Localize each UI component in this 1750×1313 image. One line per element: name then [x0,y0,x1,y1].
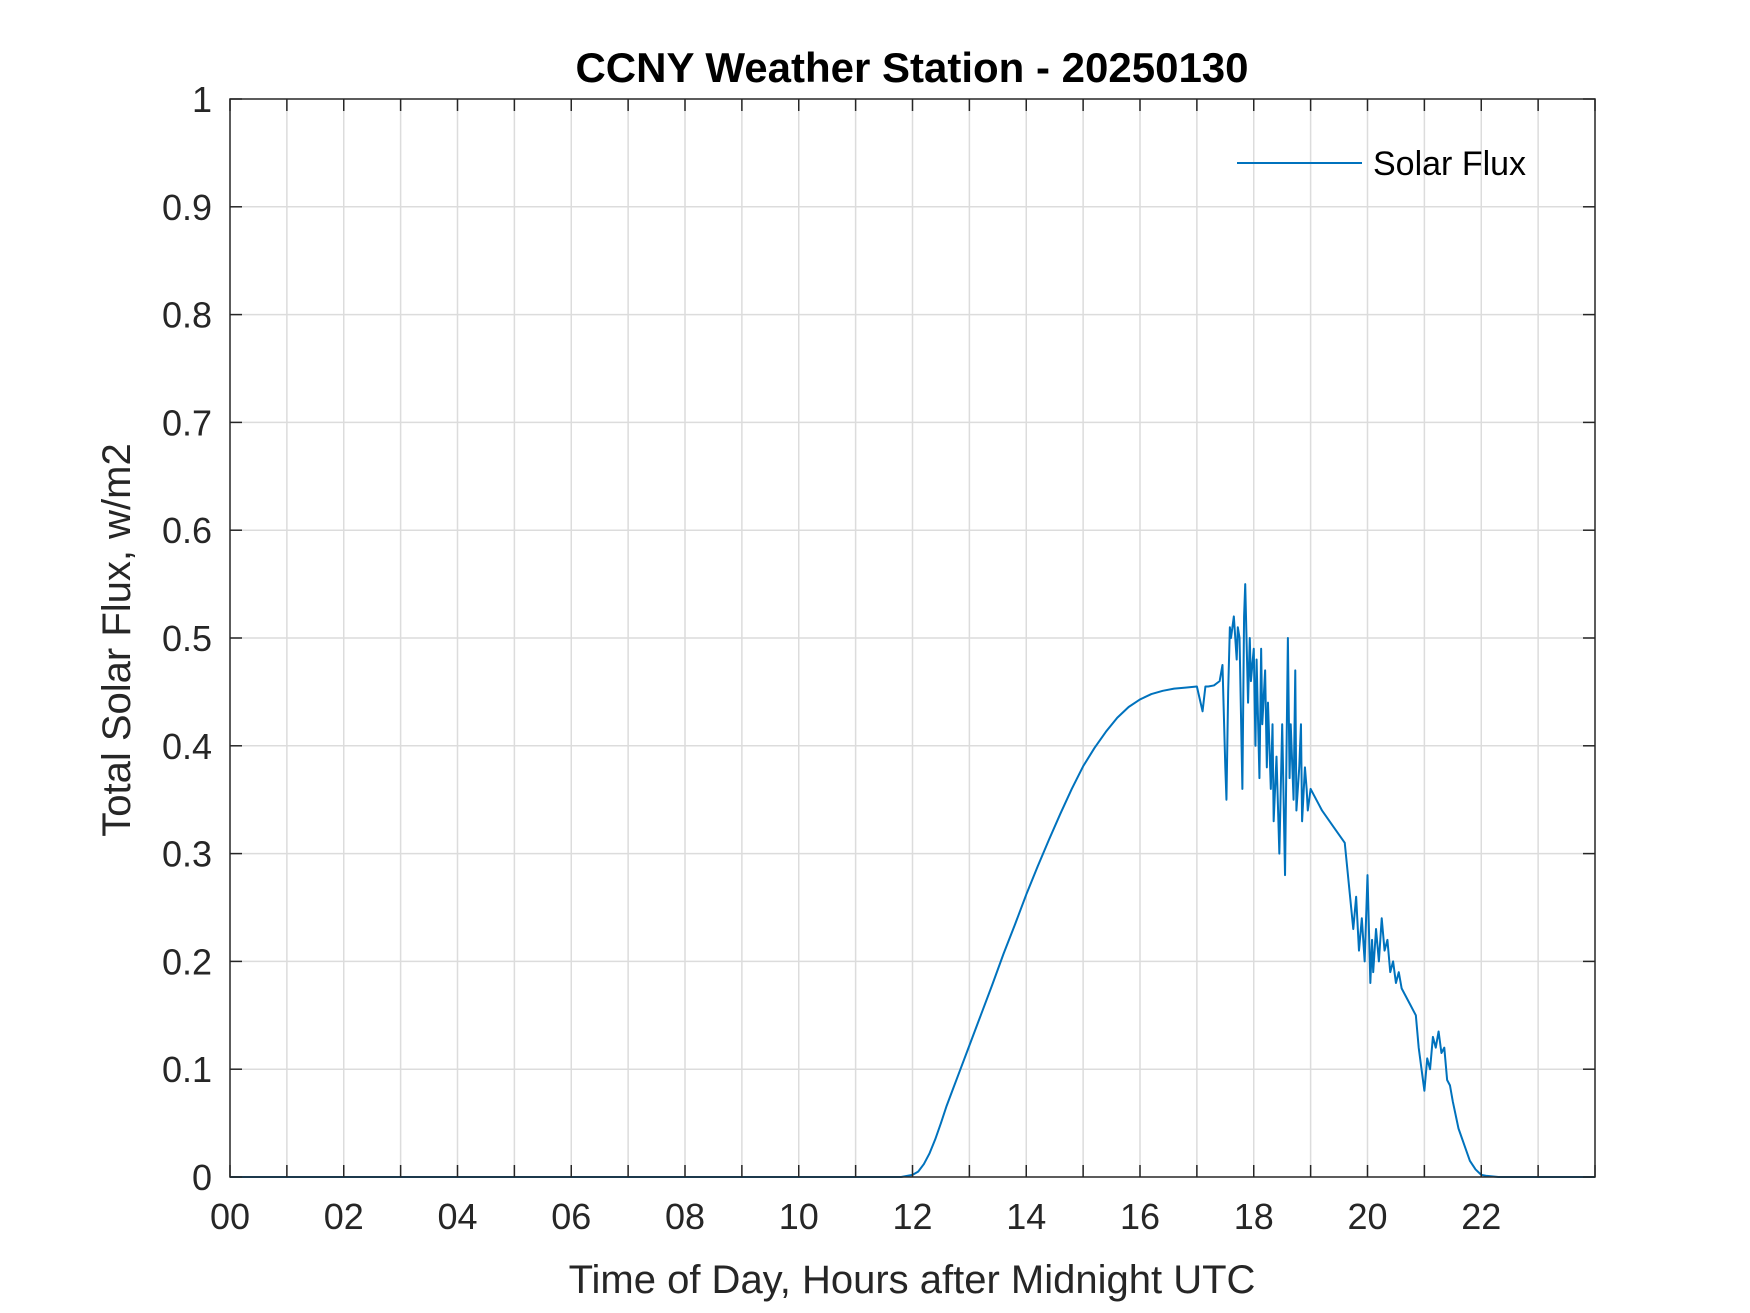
y-tick-label: 0.3 [162,834,212,875]
y-tick-label: 0.6 [162,510,212,551]
series-line-solar-flux [230,583,1595,1178]
x-tick-label: 10 [779,1196,819,1237]
x-tick-label: 04 [437,1196,477,1237]
x-tick-label: 00 [210,1196,250,1237]
x-tick-label: 02 [324,1196,364,1237]
grid [230,99,1595,1177]
x-tick-label: 22 [1461,1196,1501,1237]
y-tick-label: 0.5 [162,618,212,659]
chart-title: CCNY Weather Station - 20250130 [575,44,1248,91]
y-tick-label: 0.4 [162,726,212,767]
y-tick-label: 0.9 [162,187,212,228]
plot-area [230,583,1595,1178]
y-tick-label: 0.2 [162,941,212,982]
x-tick-label: 06 [551,1196,591,1237]
y-tick-label: 1 [192,79,212,120]
x-tick-label: 14 [1006,1196,1046,1237]
x-tick-label: 12 [892,1196,932,1237]
y-tick-label: 0.8 [162,295,212,336]
x-tick-label: 20 [1347,1196,1387,1237]
y-tick-label: 0.1 [162,1049,212,1090]
axes: 00 02 04 06 08 10 12 14 16 18 20 22 0 0.1 0.2 0.3 0.4 0.5… [162,79,1596,1237]
legend-label: Solar Flux [1373,145,1526,183]
y-tick-label: 0 [192,1157,212,1198]
y-tick-label: 0.7 [162,402,212,443]
legend: Solar Flux [1237,145,1526,183]
x-tick-label: 16 [1120,1196,1160,1237]
x-axis-label: Time of Day, Hours after Midnight UTC [569,1258,1256,1302]
y-axis-label: Total Solar Flux, w/m2 [95,443,139,836]
x-tick-label: 18 [1234,1196,1274,1237]
x-tick-label: 08 [665,1196,705,1237]
